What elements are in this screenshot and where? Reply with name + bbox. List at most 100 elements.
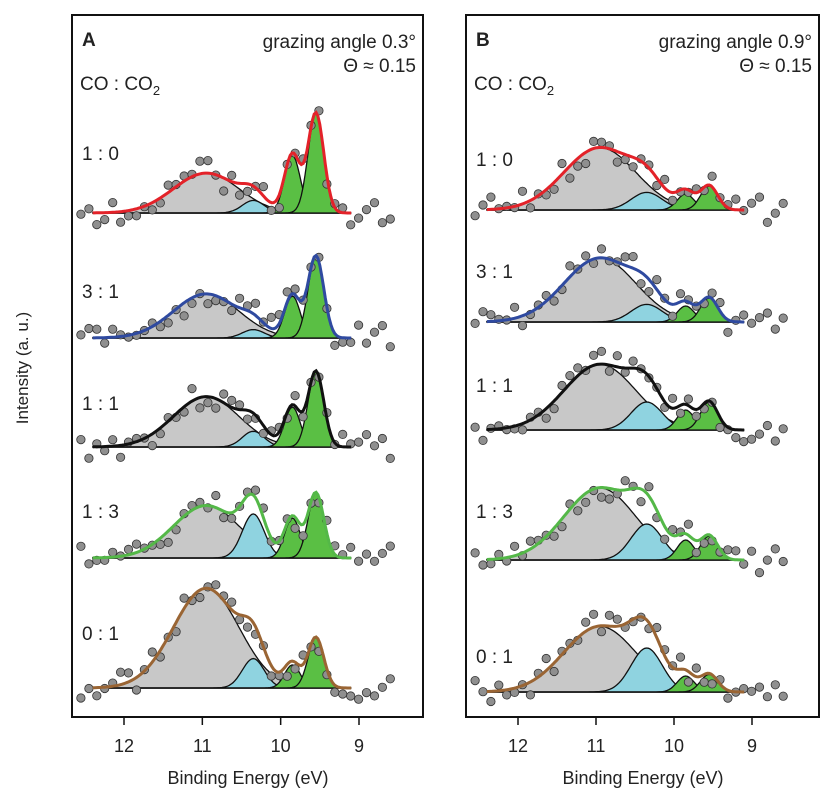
data-point [298, 412, 308, 422]
data-point [76, 209, 86, 219]
fit-curve [486, 615, 745, 694]
panel-b-ratio-header-main: CO : CO [474, 74, 547, 95]
data-point [494, 680, 504, 690]
data-point [723, 545, 733, 555]
ratio-label: 1 : 1 [82, 394, 119, 415]
data-point [385, 674, 395, 684]
data-point [739, 436, 749, 447]
data-point [525, 690, 536, 700]
x-tick-label: 10 [664, 736, 684, 756]
data-point [369, 198, 380, 208]
data-point [385, 453, 395, 463]
data-point [549, 531, 559, 541]
data-point [346, 220, 356, 230]
panel-b-condition: grazing angle 0.9° [659, 32, 812, 53]
data-point [227, 597, 237, 607]
data-point [691, 411, 701, 421]
data-point [147, 440, 157, 451]
data-point [770, 324, 780, 334]
data-point [636, 497, 646, 507]
panel-a-ratio-labels: 1 : 0 3 : 1 1 : 1 1 : 3 0 : 1 [82, 144, 119, 645]
fit-curve [92, 368, 352, 449]
data-point [330, 687, 340, 697]
data-point [596, 244, 607, 254]
data-point [84, 453, 94, 463]
data-point [131, 539, 142, 549]
data-point [116, 452, 126, 462]
data-point [290, 390, 300, 401]
data-point [517, 320, 528, 331]
data-point [108, 435, 118, 445]
data-point [108, 324, 118, 334]
data-point [242, 414, 253, 424]
data-point [123, 211, 134, 221]
data-point [377, 433, 387, 444]
data-point [739, 310, 749, 320]
data-point [770, 208, 780, 218]
data-point [282, 287, 292, 297]
data-point [187, 383, 197, 394]
data-point [778, 313, 788, 323]
data-point [266, 312, 276, 322]
data-point [754, 682, 765, 692]
data-point [131, 211, 142, 221]
fit-curve [486, 145, 745, 212]
data-point [76, 693, 86, 703]
data-point [628, 162, 638, 172]
data-point [549, 404, 559, 414]
data-point [258, 182, 268, 192]
data-point [486, 192, 496, 202]
data-point [179, 593, 189, 603]
data-point [385, 342, 395, 352]
data-point [770, 436, 780, 446]
data-point [588, 609, 599, 619]
data-point [478, 560, 488, 570]
data-point [361, 687, 372, 698]
data-point [667, 195, 678, 205]
data-point [123, 668, 134, 678]
panel-b-x-axis: 12 11 10 9 [508, 717, 757, 756]
data-point [565, 261, 575, 271]
ratio-label: 1 : 0 [82, 144, 119, 165]
panel-a-ratio-header: CO : CO2 [80, 74, 160, 98]
data-point [219, 186, 229, 196]
data-point [478, 307, 488, 317]
data-point [762, 308, 773, 318]
data-point [604, 366, 615, 376]
data-point [203, 299, 213, 309]
data-point [361, 429, 372, 440]
data-point [612, 351, 622, 361]
data-point [778, 198, 788, 208]
data-point [92, 324, 102, 334]
data-point [211, 580, 221, 590]
data-point [219, 389, 229, 399]
data-point [746, 318, 757, 328]
x-tick-label: 9 [747, 736, 757, 756]
fit-curve [92, 490, 352, 560]
data-point [596, 346, 607, 356]
data-point [235, 293, 245, 303]
data-point [131, 685, 142, 695]
data-point [525, 536, 536, 546]
data-point [746, 434, 757, 444]
data-point [338, 429, 348, 439]
data-point [660, 534, 670, 544]
data-point [486, 310, 496, 320]
panel-a-x-axis-title: Binding Energy (eV) [167, 768, 328, 788]
data-point [478, 687, 488, 697]
data-point [227, 170, 237, 180]
panel-a-ratio-header-sub: 2 [153, 83, 160, 98]
panel-b-x-axis-title: Binding Energy (eV) [562, 768, 723, 788]
data-point [92, 691, 102, 701]
data-point [644, 286, 654, 297]
data-point [377, 682, 387, 692]
data-point [707, 171, 717, 181]
data-point [549, 666, 559, 677]
data-point [369, 556, 380, 566]
data-point [203, 156, 213, 166]
panel-b: B grazing angle 0.9° Θ ≈ 0.15 CO : CO2 1… [465, 14, 820, 788]
data-point [762, 555, 773, 565]
data-point [250, 298, 261, 308]
data-point [628, 252, 638, 262]
